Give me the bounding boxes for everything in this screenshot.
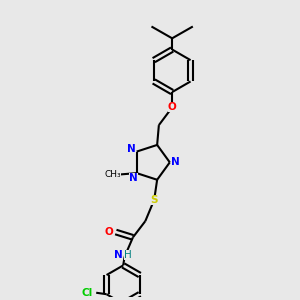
Text: N: N [127,144,136,154]
Text: O: O [168,102,176,112]
Text: N: N [171,158,179,167]
Text: H: H [124,250,132,260]
Text: S: S [150,195,158,205]
Text: Cl: Cl [82,288,93,298]
Text: O: O [105,227,114,237]
Text: CH₃: CH₃ [104,170,121,179]
Text: N: N [129,173,138,183]
Text: N: N [114,250,122,260]
